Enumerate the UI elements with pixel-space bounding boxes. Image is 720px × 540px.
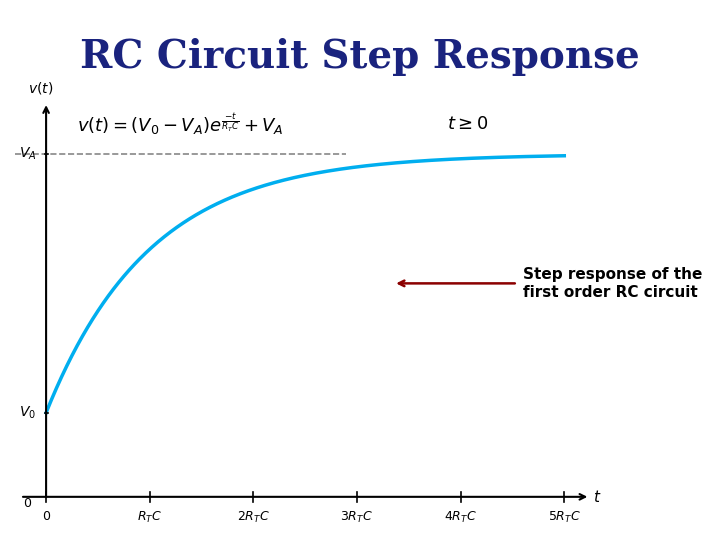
Text: 0: 0	[42, 510, 50, 523]
Text: $3R_TC$: $3R_TC$	[341, 510, 374, 525]
Text: $V_0$: $V_0$	[19, 404, 36, 421]
Text: Step response of the
first order RC circuit: Step response of the first order RC circ…	[523, 267, 702, 300]
Text: $v(t)$: $v(t)$	[28, 80, 53, 96]
Text: $4R_TC$: $4R_TC$	[444, 510, 477, 525]
Text: $V_A$: $V_A$	[19, 146, 36, 162]
Text: $2R_TC$: $2R_TC$	[237, 510, 270, 525]
Text: $t \geq 0$: $t \geq 0$	[447, 115, 489, 133]
Text: $5R_TC$: $5R_TC$	[548, 510, 581, 525]
Text: $t$: $t$	[593, 489, 602, 505]
Text: $v(t) = (V_0 - V_A)e^{\frac{-t}{R_T C}} + V_A$: $v(t) = (V_0 - V_A)e^{\frac{-t}{R_T C}} …	[76, 111, 284, 137]
Text: RC Circuit Step Response: RC Circuit Step Response	[80, 38, 640, 76]
Text: 0: 0	[24, 497, 32, 510]
Text: $R_TC$: $R_TC$	[138, 510, 162, 525]
